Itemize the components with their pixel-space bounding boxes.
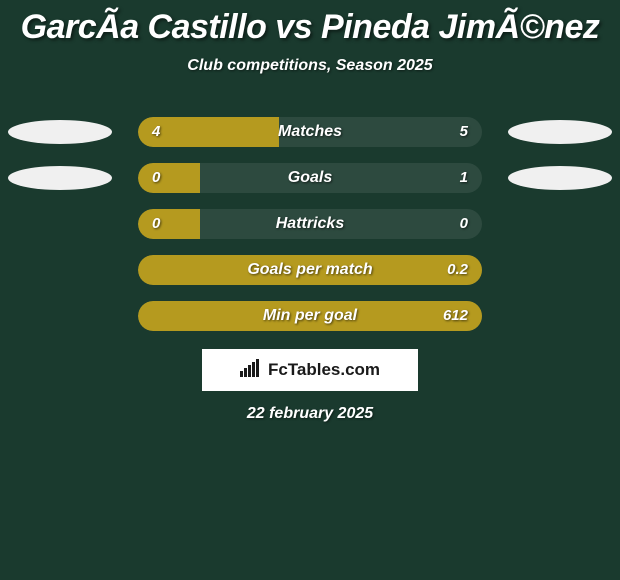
stat-bar-track: Goals0 1 <box>138 163 482 193</box>
stat-value-left: 0 <box>152 163 160 193</box>
player-right-ellipse <box>508 166 612 190</box>
stat-label: Matches <box>138 117 482 147</box>
stat-label: Hattricks <box>138 209 482 239</box>
player-right-ellipse <box>508 120 612 144</box>
stat-value-left: 0 <box>152 209 160 239</box>
stat-label: Min per goal <box>138 301 482 331</box>
branding-text: FcTables.com <box>268 360 380 380</box>
stat-bar-track: Hattricks0 0 <box>138 209 482 239</box>
bar-chart-icon <box>240 359 262 382</box>
player-left-ellipse <box>8 120 112 144</box>
stat-label: Goals <box>138 163 482 193</box>
page-title: GarcÃ­a Castillo vs Pineda JimÃ©nez <box>0 0 620 47</box>
player-left-ellipse <box>8 166 112 190</box>
stat-row: Hattricks0 0 <box>0 209 620 239</box>
stat-bar-track: Goals per match0.2 <box>138 255 482 285</box>
stat-value-right: 5 <box>460 117 468 147</box>
stat-value-right: 612 <box>443 301 468 331</box>
stat-row: Min per goal612 <box>0 301 620 331</box>
stat-value-right: 1 <box>460 163 468 193</box>
stat-value-left: 4 <box>152 117 160 147</box>
stat-row: Goals0 1 <box>0 163 620 193</box>
stat-value-right: 0.2 <box>447 255 468 285</box>
stat-row: Matches4 5 <box>0 117 620 147</box>
stat-value-right: 0 <box>460 209 468 239</box>
stat-bar-track: Min per goal612 <box>138 301 482 331</box>
date-text: 22 february 2025 <box>0 405 620 423</box>
stat-bar-track: Matches4 5 <box>138 117 482 147</box>
stat-label: Goals per match <box>138 255 482 285</box>
subtitle: Club competitions, Season 2025 <box>0 57 620 75</box>
branding-box: FcTables.com <box>202 349 418 391</box>
stats-rows: Matches45Goals01Hattricks00Goals per mat… <box>0 117 620 331</box>
stat-row: Goals per match0.2 <box>0 255 620 285</box>
